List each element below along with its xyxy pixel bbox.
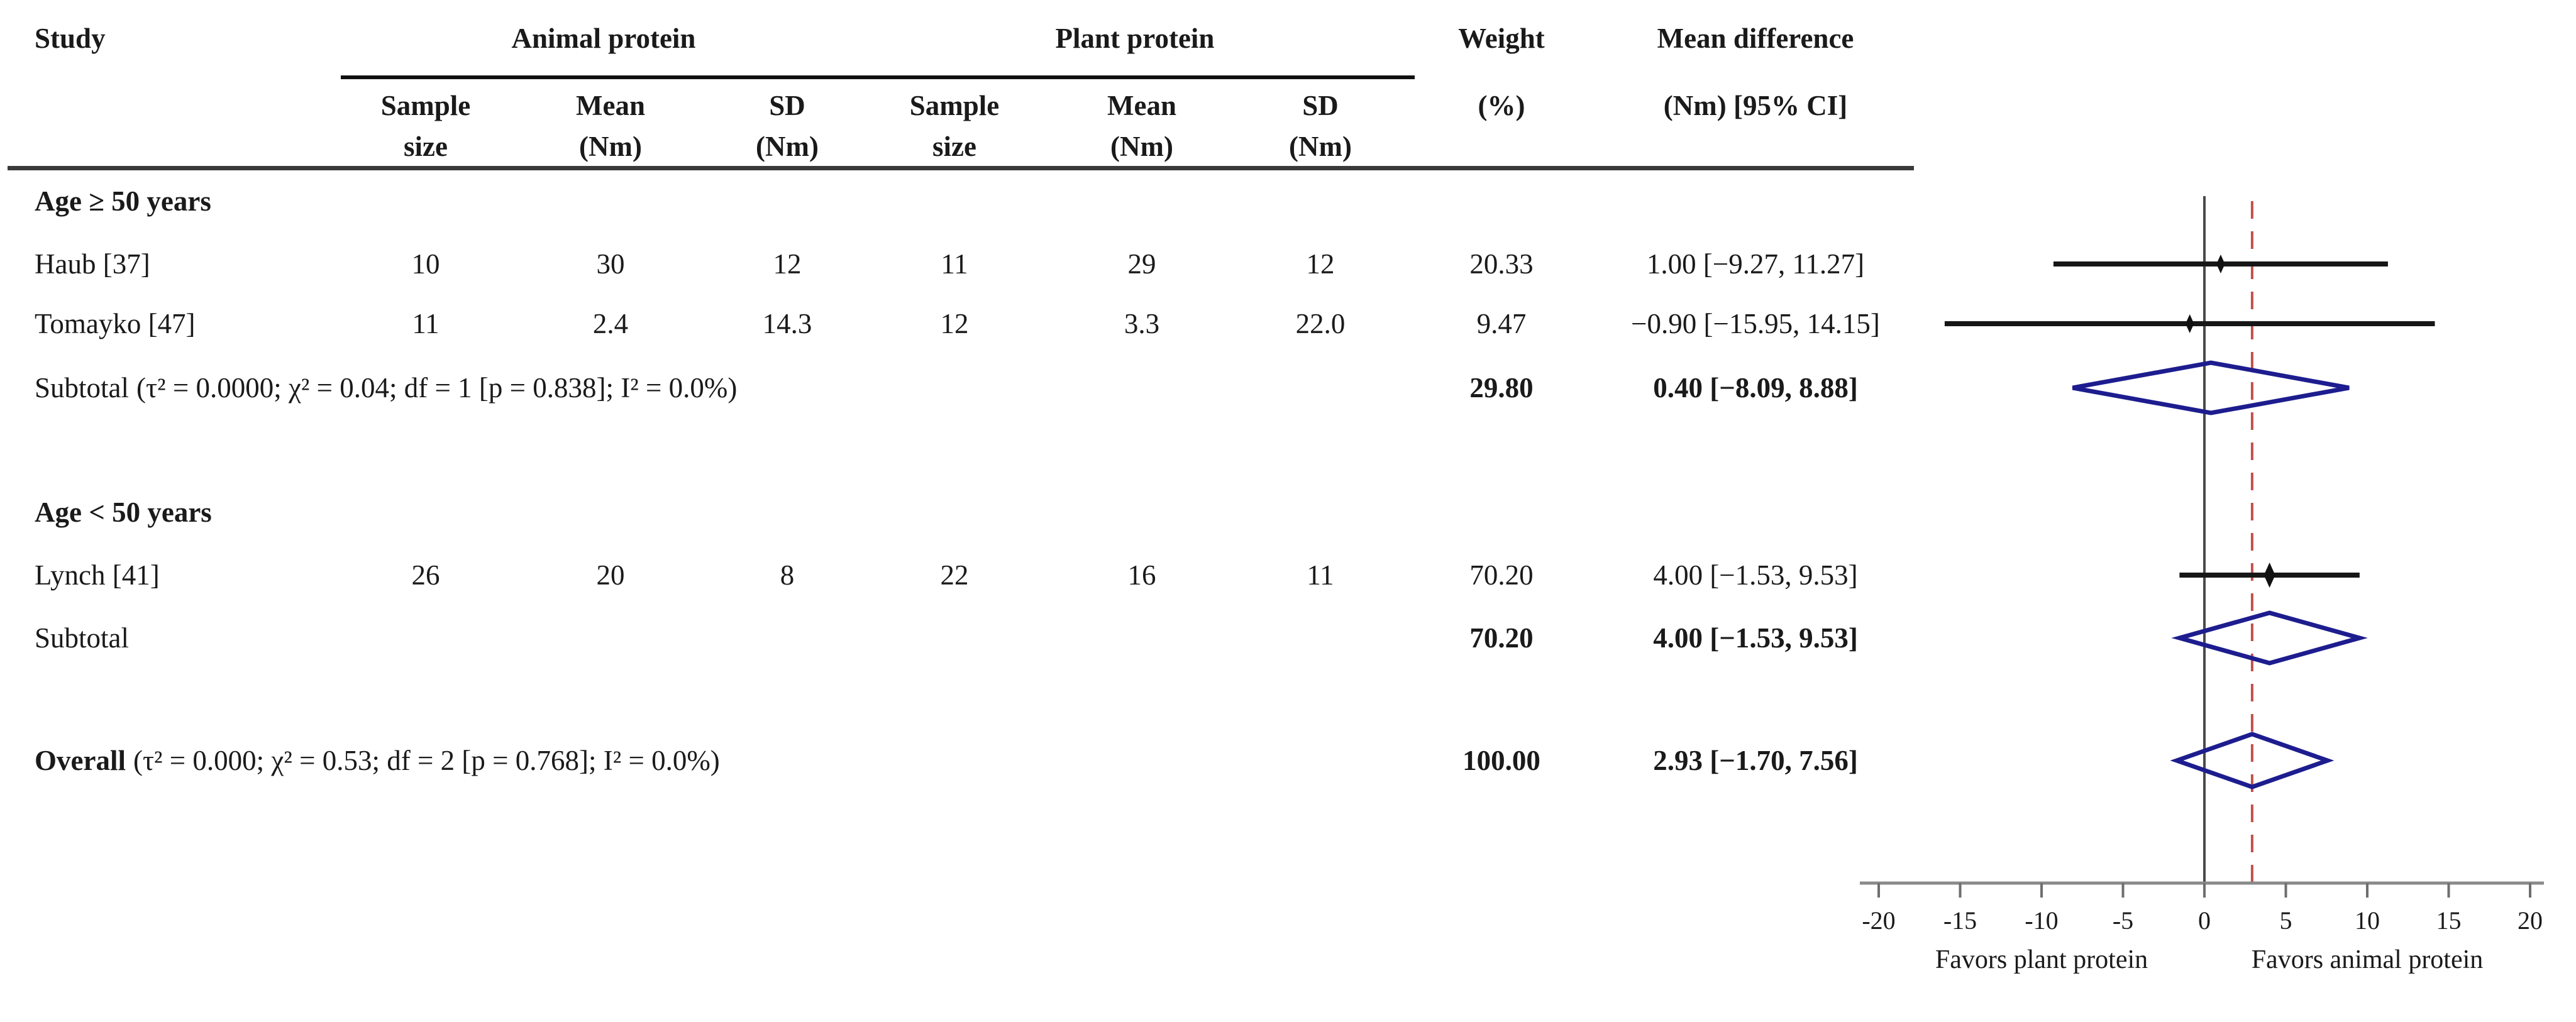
column-header-study: Study — [35, 23, 106, 54]
animal-n: 26 — [411, 559, 440, 591]
favors-animal-protein-label: Favors animal protein — [2252, 945, 2484, 974]
subheader-plant-sample: Sample — [909, 90, 1000, 121]
x-axis-tick-label: 10 — [2355, 906, 2380, 935]
animal-n: 10 — [411, 248, 440, 280]
point-estimate-marker — [2216, 255, 2225, 273]
plant-mean: 16 — [1127, 559, 1156, 591]
favors-plant-protein-label: Favors plant protein — [1935, 945, 2148, 974]
subheader-plant-nm2: (Nm) — [1289, 131, 1352, 162]
study-label: Lynch [41] — [35, 559, 160, 591]
summary-diamond — [2170, 732, 2335, 789]
overall-md-ci: 2.93 [−1.70, 7.56] — [1653, 745, 1858, 776]
plant-sd: 12 — [1306, 248, 1335, 280]
section-label-age-lt-50: Age < 50 years — [35, 497, 212, 528]
summary-diamond — [2171, 610, 2368, 666]
plant-n: 22 — [940, 559, 969, 591]
subtotal-label: Subtotal — [35, 372, 130, 404]
x-axis-tick-label: 5 — [2280, 906, 2292, 935]
animal-n: 11 — [412, 308, 439, 339]
overall-label: Overall — [35, 745, 126, 776]
weight-value: 70.20 — [1469, 559, 1534, 591]
protein-group-underline — [341, 75, 1415, 79]
point-estimate-marker — [2264, 563, 2275, 588]
subheader-animal-sd: SD — [769, 90, 805, 121]
subtotal-weight: 70.20 — [1469, 622, 1534, 654]
x-axis-tick-label: -20 — [1862, 906, 1895, 935]
subheader-plant-sd: SD — [1302, 90, 1339, 121]
subheader-plant-nm: (Nm) — [1110, 131, 1173, 162]
animal-sd: 12 — [773, 248, 802, 280]
group-header-plant-protein: Plant protein — [1055, 23, 1215, 54]
subheader-animal-nm2: (Nm) — [756, 131, 819, 162]
subtotal-md-ci: 0.40 [−8.09, 8.88] — [1653, 372, 1858, 404]
subheader-animal-sample: Sample — [380, 90, 471, 121]
group-header-animal-protein: Animal protein — [511, 23, 696, 54]
x-axis-tick-label: 15 — [2436, 906, 2462, 935]
subheader-md-ci: (Nm) [95% CI] — [1663, 90, 1848, 121]
heterogeneity-stats: (τ² = 0.0000; χ² = 0.04; df = 1 [p = 0.8… — [136, 372, 738, 404]
subtotal-md-ci: 4.00 [−1.53, 9.53] — [1653, 622, 1858, 654]
study-label: Haub [37] — [35, 248, 150, 280]
summary-diamond — [2072, 360, 2350, 415]
x-axis-tick-label: -10 — [2025, 906, 2058, 935]
x-axis-tick-label: -5 — [2113, 906, 2133, 935]
overall-weight: 100.00 — [1462, 745, 1540, 776]
subtotal-label: Subtotal — [35, 622, 130, 654]
table-header-rule — [8, 166, 1914, 170]
subheader-plant-size: size — [932, 131, 976, 162]
section-label-age-ge-50: Age ≥ 50 years — [35, 185, 211, 217]
study-label: Tomayko [47] — [35, 308, 196, 339]
subtotal-weight: 29.80 — [1469, 372, 1534, 404]
subtotal-row-label: Subtotal (τ² = 0.0000; χ² = 0.04; df = 1 … — [35, 367, 737, 409]
md-ci-value: 4.00 [−1.53, 9.53] — [1653, 559, 1858, 591]
plant-mean: 3.3 — [1124, 308, 1160, 339]
animal-sd: 14.3 — [762, 308, 812, 339]
subtotal-row-label: Subtotal — [35, 617, 136, 659]
animal-sd: 8 — [780, 559, 795, 591]
plant-sd: 22.0 — [1295, 308, 1346, 339]
md-ci-value: −0.90 [−15.95, 14.15] — [1631, 308, 1880, 339]
weight-value: 9.47 — [1476, 308, 1527, 339]
subheader-animal-size: size — [404, 131, 448, 162]
subheader-plant-mean: Mean — [1107, 90, 1176, 121]
weight-value: 20.33 — [1469, 248, 1534, 280]
subheader-animal-nm: (Nm) — [579, 131, 642, 162]
animal-mean: 30 — [596, 248, 625, 280]
overall-row-label: Overall (τ² = 0.000; χ² = 0.53; df = 2 [p… — [35, 740, 720, 781]
x-axis-tick-label: -15 — [1943, 906, 1977, 935]
animal-mean: 2.4 — [592, 308, 629, 339]
x-axis-tick-label: 20 — [2518, 906, 2543, 935]
plant-n: 12 — [940, 308, 969, 339]
subheader-weight-pct: (%) — [1478, 90, 1525, 121]
plant-n: 11 — [941, 248, 968, 280]
plant-sd: 11 — [1307, 559, 1334, 591]
plant-mean: 29 — [1127, 248, 1156, 280]
subheader-animal-mean: Mean — [576, 90, 645, 121]
column-header-weight: Weight — [1458, 23, 1545, 54]
column-header-mean-difference: Mean difference — [1657, 23, 1854, 54]
x-axis-tick-label: 0 — [2198, 906, 2211, 935]
point-estimate-marker — [2185, 314, 2194, 333]
heterogeneity-stats: (τ² = 0.000; χ² = 0.53; df = 2 [p = 0.76… — [133, 745, 720, 776]
md-ci-value: 1.00 [−9.27, 11.27] — [1646, 248, 1865, 280]
animal-mean: 20 — [596, 559, 625, 591]
